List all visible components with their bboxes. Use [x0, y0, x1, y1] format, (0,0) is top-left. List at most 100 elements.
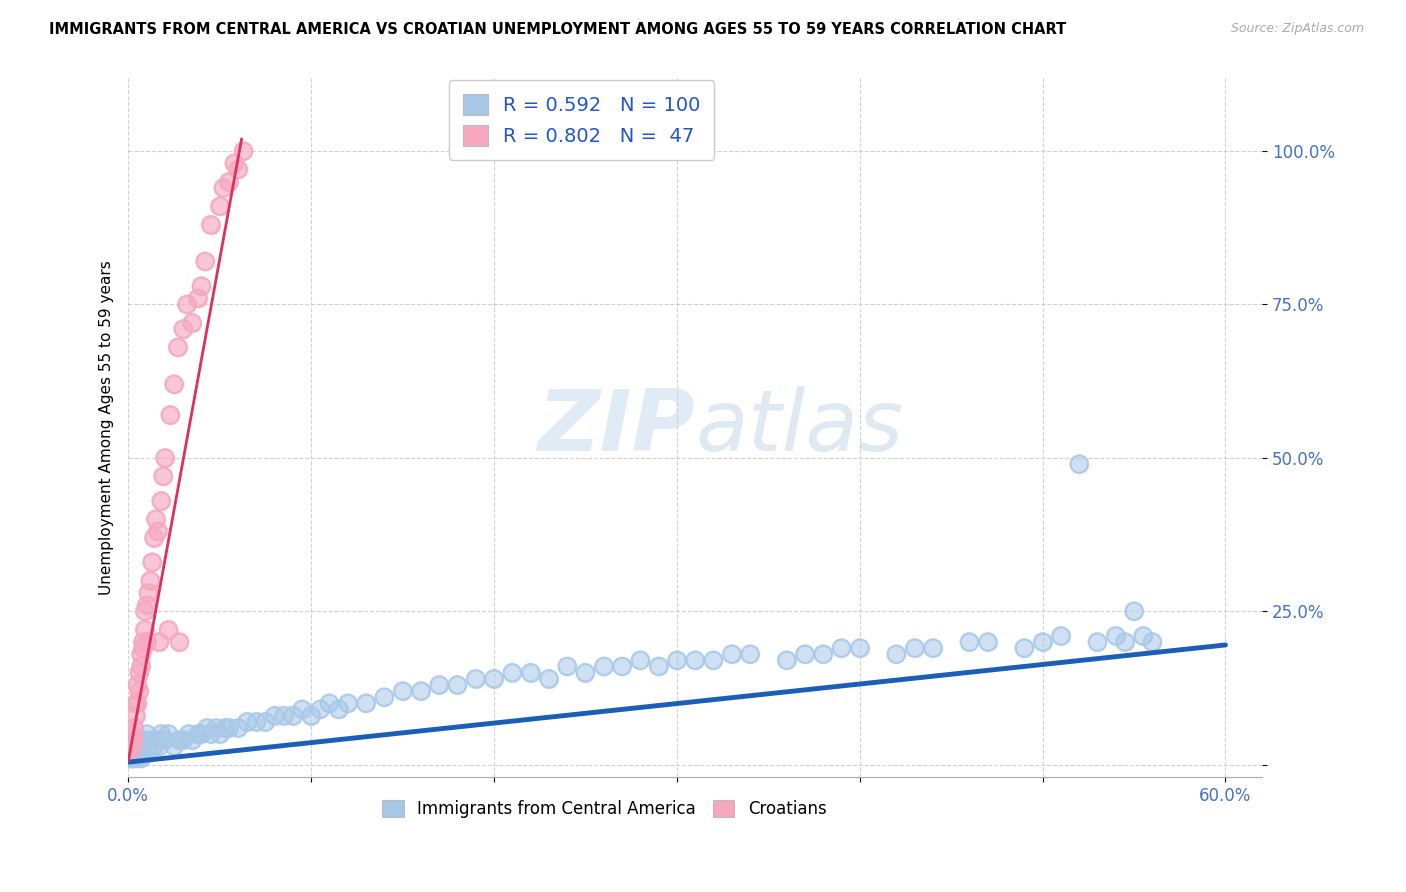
Point	[146, 524, 169, 539]
Point	[128, 739, 150, 754]
Point	[592, 659, 614, 673]
Point	[281, 708, 304, 723]
Point	[121, 739, 143, 754]
Point	[1050, 629, 1073, 643]
Point	[1087, 635, 1109, 649]
Point	[128, 745, 150, 759]
Point	[139, 739, 162, 754]
Point	[848, 640, 870, 655]
Point	[254, 714, 277, 729]
Point	[127, 745, 149, 759]
Point	[139, 574, 162, 588]
Point	[977, 635, 1000, 649]
Point	[446, 678, 468, 692]
Text: ZIP: ZIP	[537, 385, 695, 468]
Point	[921, 640, 943, 655]
Point	[200, 218, 222, 232]
Point	[200, 218, 222, 232]
Point	[328, 702, 350, 716]
Point	[610, 659, 633, 673]
Point	[977, 635, 1000, 649]
Point	[1069, 457, 1091, 471]
Point	[159, 408, 181, 422]
Point	[218, 721, 240, 735]
Point	[153, 733, 176, 747]
Point	[127, 751, 149, 765]
Point	[720, 647, 742, 661]
Point	[124, 745, 146, 759]
Point	[169, 635, 191, 649]
Point	[135, 598, 157, 612]
Text: Source: ZipAtlas.com: Source: ZipAtlas.com	[1230, 22, 1364, 36]
Point	[775, 653, 797, 667]
Point	[194, 254, 217, 268]
Point	[236, 714, 259, 729]
Point	[122, 745, 145, 759]
Point	[190, 279, 212, 293]
Point	[124, 739, 146, 754]
Point	[129, 659, 152, 673]
Point	[1123, 604, 1146, 618]
Point	[134, 604, 156, 618]
Point	[224, 156, 246, 170]
Point	[135, 598, 157, 612]
Point	[172, 322, 194, 336]
Point	[309, 702, 332, 716]
Point	[122, 721, 145, 735]
Point	[135, 727, 157, 741]
Point	[176, 297, 198, 311]
Point	[1132, 629, 1154, 643]
Point	[120, 745, 142, 759]
Point	[720, 647, 742, 661]
Point	[177, 727, 200, 741]
Point	[200, 727, 222, 741]
Point	[134, 623, 156, 637]
Point	[208, 727, 231, 741]
Point	[187, 727, 209, 741]
Point	[187, 291, 209, 305]
Point	[134, 604, 156, 618]
Point	[218, 175, 240, 189]
Point	[135, 635, 157, 649]
Point	[181, 316, 204, 330]
Point	[127, 733, 149, 747]
Point	[1142, 635, 1164, 649]
Text: IMMIGRANTS FROM CENTRAL AMERICA VS CROATIAN UNEMPLOYMENT AMONG AGES 55 TO 59 YEA: IMMIGRANTS FROM CENTRAL AMERICA VS CROAT…	[49, 22, 1067, 37]
Point	[121, 751, 143, 765]
Point	[122, 751, 145, 765]
Point	[224, 156, 246, 170]
Point	[354, 696, 377, 710]
Point	[336, 696, 359, 710]
Point	[281, 708, 304, 723]
Point	[1032, 635, 1054, 649]
Point	[738, 647, 761, 661]
Point	[214, 721, 236, 735]
Point	[848, 640, 870, 655]
Point	[628, 653, 651, 667]
Point	[127, 745, 149, 759]
Point	[464, 672, 486, 686]
Point	[232, 144, 254, 158]
Point	[702, 653, 724, 667]
Point	[128, 665, 150, 680]
Point	[132, 635, 155, 649]
Point	[391, 684, 413, 698]
Point	[254, 714, 277, 729]
Point	[1105, 629, 1128, 643]
Point	[1114, 635, 1136, 649]
Point	[124, 708, 146, 723]
Point	[263, 708, 285, 723]
Point	[245, 714, 267, 729]
Point	[959, 635, 981, 649]
Point	[519, 665, 541, 680]
Point	[226, 721, 249, 735]
Point	[336, 696, 359, 710]
Point	[141, 555, 163, 569]
Point	[121, 751, 143, 765]
Point	[1087, 635, 1109, 649]
Point	[135, 727, 157, 741]
Point	[205, 721, 228, 735]
Point	[135, 745, 157, 759]
Point	[555, 659, 578, 673]
Point	[129, 751, 152, 765]
